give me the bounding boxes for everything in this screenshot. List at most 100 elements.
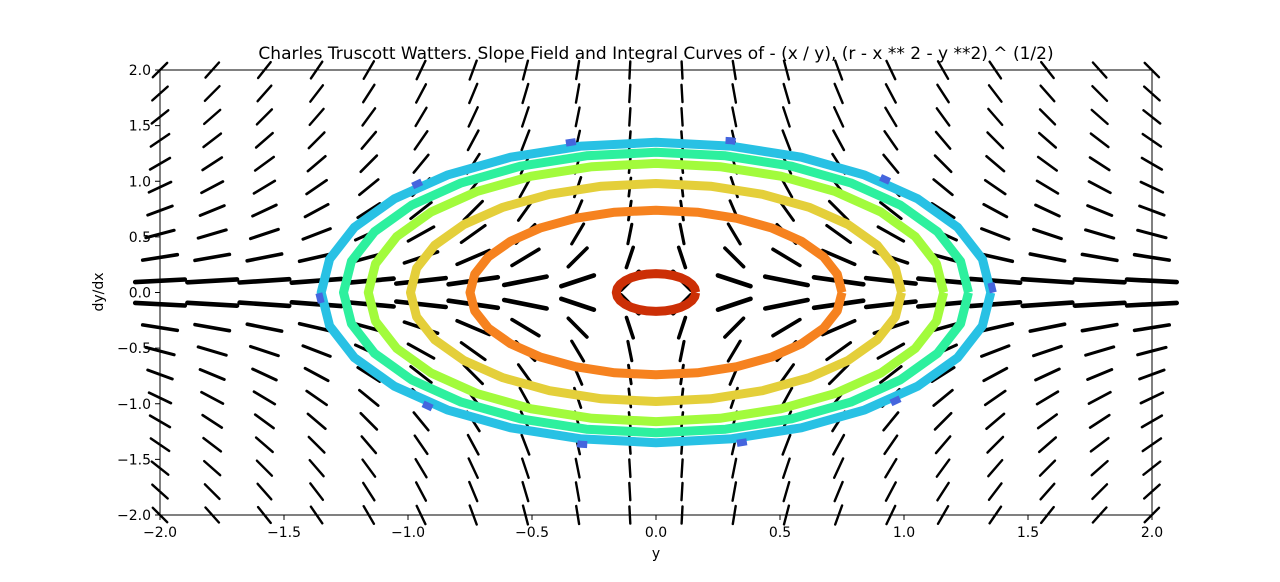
slope-arrow bbox=[308, 107, 325, 127]
y-axis: 2.0 1.5 1.0 0.5 0.0 −0.5 −1.0 −1.5 −2.0 bbox=[117, 63, 160, 524]
slope-arrow bbox=[1028, 322, 1067, 333]
slope-arrow bbox=[986, 435, 1005, 454]
slope-arrow bbox=[185, 300, 240, 309]
slope-arrow bbox=[414, 106, 428, 128]
integral-curve bbox=[465, 205, 847, 380]
slope-arrow bbox=[882, 153, 900, 174]
slope-arrow bbox=[521, 480, 530, 503]
slope-arrow bbox=[1020, 276, 1075, 285]
slope-arrow bbox=[253, 413, 275, 430]
slope-arrow bbox=[361, 458, 377, 478]
y-tick-label: 0.0 bbox=[129, 286, 151, 302]
slope-arrow bbox=[406, 342, 436, 360]
slope-arrow bbox=[203, 483, 221, 501]
slope-arrow bbox=[1039, 482, 1056, 501]
slope-arrow bbox=[987, 458, 1004, 478]
slope-arrow bbox=[1091, 84, 1109, 103]
slope-arrow bbox=[1037, 131, 1058, 149]
slope-arrow bbox=[782, 106, 791, 128]
slope-arrow bbox=[289, 276, 344, 286]
slope-arrow bbox=[825, 223, 853, 245]
slope-arrow bbox=[933, 411, 953, 431]
slope-arrow bbox=[883, 130, 899, 151]
slope-arrow bbox=[203, 84, 221, 103]
slope-arrow bbox=[726, 222, 742, 246]
slope-arrow bbox=[202, 459, 222, 477]
slope-arrow bbox=[1072, 277, 1127, 285]
y-tick-label: 1.0 bbox=[129, 174, 151, 190]
slope-arrow bbox=[968, 276, 1023, 286]
slope-arrow bbox=[256, 482, 273, 501]
slope-arrow bbox=[628, 106, 632, 127]
slope-arrow bbox=[676, 315, 688, 340]
slope-arrow bbox=[781, 433, 792, 456]
slope-arrow bbox=[521, 82, 530, 105]
slope-arrow bbox=[782, 82, 791, 105]
slope-arrow bbox=[1032, 344, 1063, 358]
slope-arrow bbox=[723, 316, 746, 339]
slope-arrow bbox=[255, 108, 274, 126]
slope-arrow bbox=[566, 316, 589, 339]
slope-arrow bbox=[980, 344, 1011, 358]
slope-arrow bbox=[358, 388, 380, 407]
slope-arrow bbox=[196, 345, 228, 357]
x-tick-label: 0.5 bbox=[769, 525, 791, 541]
slope-arrow bbox=[309, 482, 325, 501]
slope-arrow bbox=[723, 246, 746, 269]
slope-arrow bbox=[731, 106, 738, 128]
slope-arrow bbox=[362, 83, 376, 104]
slope-arrow bbox=[201, 413, 224, 429]
slope-arrow bbox=[574, 481, 581, 502]
integral-curve bbox=[339, 147, 973, 438]
slope-arrow bbox=[248, 227, 280, 241]
slope-arrow bbox=[680, 458, 684, 479]
slope-arrow bbox=[1035, 390, 1060, 406]
slope-arrow bbox=[827, 199, 850, 222]
slope-arrow bbox=[762, 297, 810, 311]
x-tick-label: 0.0 bbox=[645, 525, 667, 541]
slope-arrow bbox=[467, 106, 479, 128]
slope-arrow bbox=[731, 83, 738, 104]
slope-arrow bbox=[982, 366, 1009, 383]
slope-arrow bbox=[624, 245, 636, 270]
slope-arrow bbox=[680, 481, 684, 502]
slope-arrow bbox=[193, 322, 232, 333]
slope-arrow bbox=[202, 132, 223, 149]
slope-arrow bbox=[987, 107, 1004, 127]
slope-arrow bbox=[825, 341, 853, 362]
slope-arrow bbox=[876, 225, 906, 243]
slope-arrow bbox=[1020, 300, 1075, 309]
slope-arrow bbox=[1032, 227, 1063, 241]
slope-arrow bbox=[467, 457, 479, 479]
slope-arrow bbox=[771, 247, 802, 268]
slope-arrow bbox=[628, 481, 632, 502]
slope-arrow bbox=[251, 367, 278, 382]
slope-arrow bbox=[570, 339, 586, 363]
slope-arrow bbox=[771, 317, 802, 338]
slope-arrow bbox=[256, 84, 273, 103]
slope-arrow bbox=[459, 223, 487, 245]
slope-arrow bbox=[360, 435, 378, 455]
slope-arrow bbox=[558, 296, 597, 313]
slope-arrow bbox=[303, 202, 330, 219]
slope-arrow bbox=[1086, 368, 1114, 381]
slope-arrow bbox=[1084, 345, 1116, 357]
slope-arrow bbox=[1036, 155, 1058, 172]
slope-arrow bbox=[1080, 322, 1119, 333]
slope-arrow bbox=[882, 411, 900, 432]
slope-arrow bbox=[462, 363, 484, 386]
slope-arrow bbox=[884, 106, 898, 128]
slope-arrow bbox=[832, 433, 846, 456]
x-tick-label: 1.0 bbox=[893, 525, 915, 541]
slope-arrow bbox=[193, 252, 232, 263]
integral-curve bbox=[316, 137, 996, 448]
slope-arrow bbox=[412, 153, 430, 174]
y-tick-label: −0.5 bbox=[117, 341, 151, 357]
slope-arrow bbox=[1088, 156, 1111, 172]
slope-arrow bbox=[570, 222, 586, 246]
slope-arrow bbox=[558, 273, 597, 289]
y-tick-label: 2.0 bbox=[129, 63, 151, 79]
slope-arrow bbox=[1087, 390, 1112, 405]
